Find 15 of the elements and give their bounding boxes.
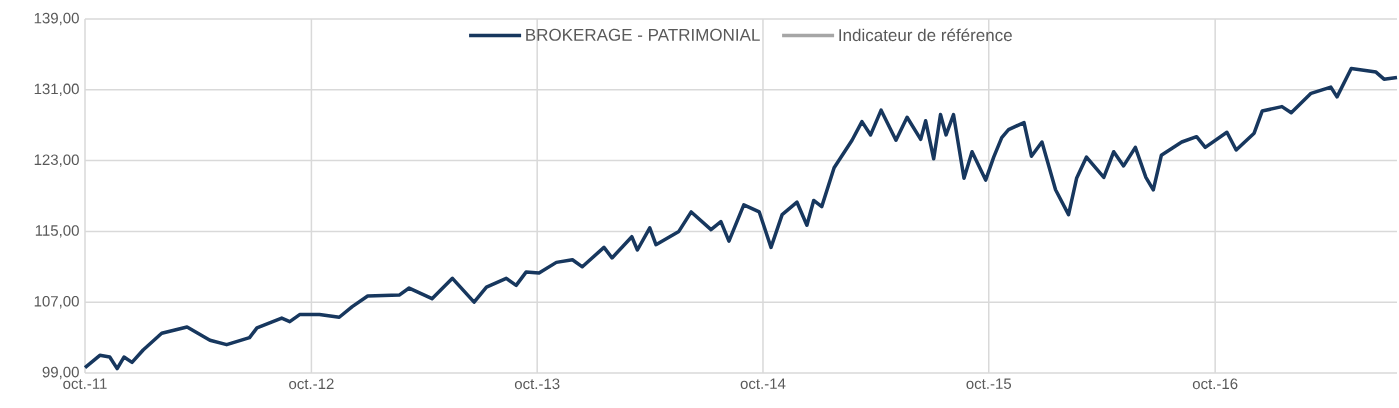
y-tick-label: 139,00	[34, 12, 79, 26]
x-tick-label: oct.-14	[740, 378, 786, 389]
x-tick-label: oct.-15	[966, 378, 1012, 389]
line-series	[83, 66, 1399, 371]
y-tick-label: 107,00	[34, 296, 79, 309]
y-tick-label: 131,00	[34, 83, 79, 96]
y-tick-label: 123,00	[34, 154, 79, 167]
x-tick-label: oct.-16	[1192, 378, 1238, 390]
legend-label: Indicateur de référence	[839, 28, 1012, 42]
y-tick-label: 99,00	[42, 366, 79, 380]
y-tick-label: 115,00	[35, 225, 79, 238]
x-tick-label: oct.-12	[289, 378, 334, 390]
x-tick-label: oct.-11	[63, 378, 107, 389]
legend-label: BROKERAGE - PATRIMONIAL	[526, 28, 760, 41]
x-tick-label: oct.-13	[514, 378, 560, 390]
